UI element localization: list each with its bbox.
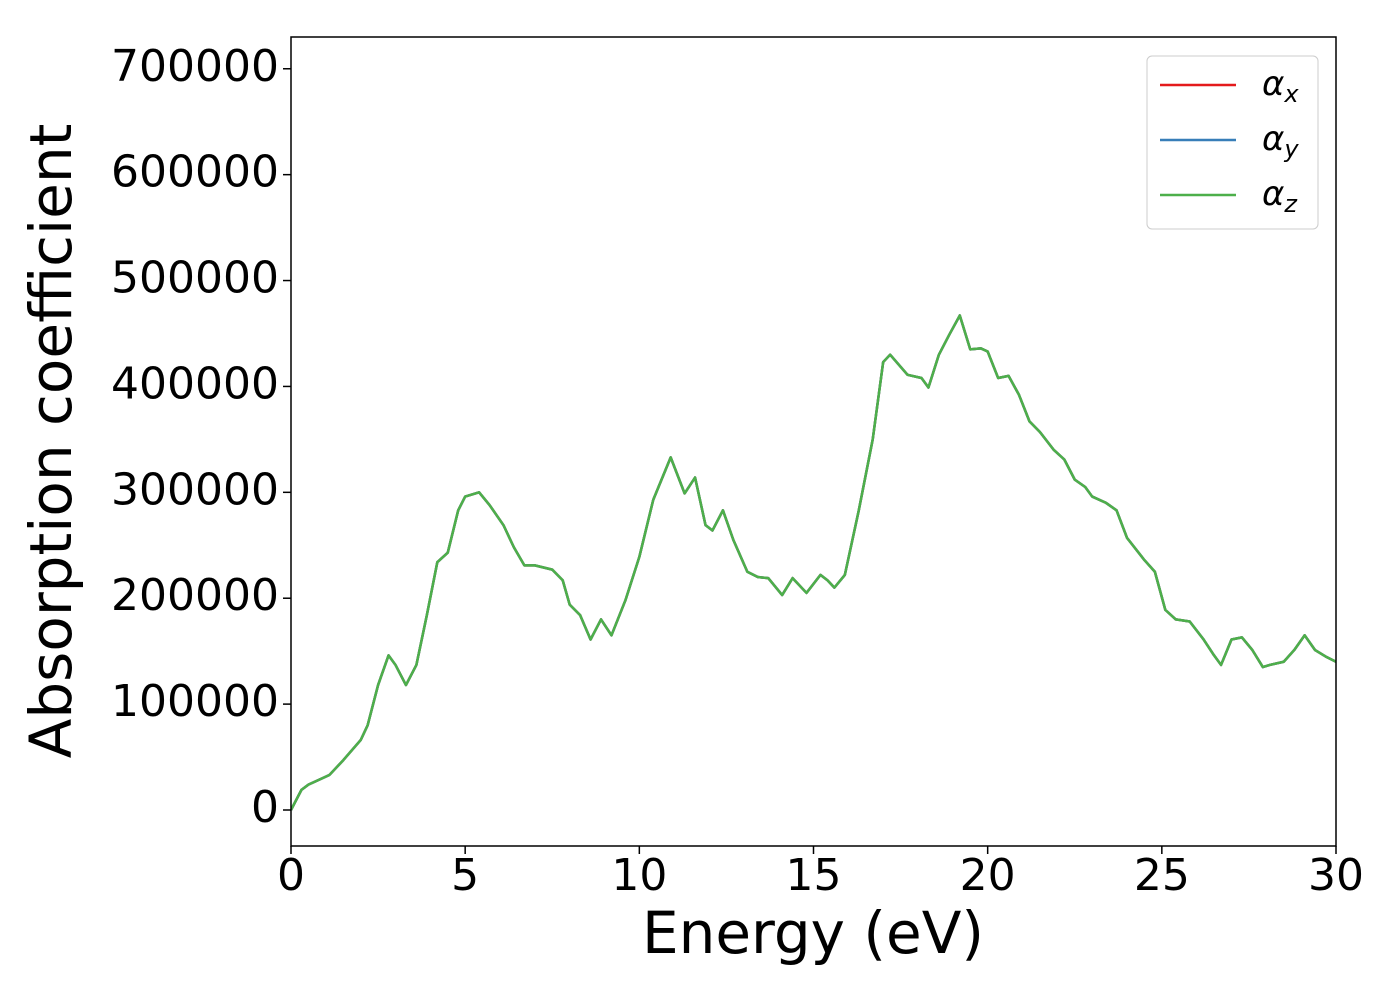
y-tick-label: 500000 xyxy=(111,253,279,304)
x-tick-label: 30 xyxy=(1308,850,1364,901)
y-tick-label: 300000 xyxy=(111,464,279,515)
data-line xyxy=(291,314,1336,811)
legend: αx αy αz xyxy=(1146,55,1319,230)
x-axis-label: Energy (eV) xyxy=(642,899,984,967)
legend-label: αx xyxy=(1262,64,1299,109)
legend-label: αz xyxy=(1262,174,1298,219)
x-tick-label: 5 xyxy=(451,850,479,901)
x-tick-label: 10 xyxy=(611,850,667,901)
x-tick-label: 20 xyxy=(960,850,1016,901)
y-tick-label: 600000 xyxy=(111,147,279,198)
legend-label: αy xyxy=(1262,119,1299,164)
x-tick-label: 0 xyxy=(277,850,305,901)
data-line xyxy=(291,314,1336,811)
plot-frame xyxy=(290,36,1337,847)
y-tick-label: 0 xyxy=(251,782,279,833)
y-tick-label: 400000 xyxy=(111,358,279,409)
x-tick-label: 25 xyxy=(1134,850,1190,901)
y-axis-label: Absorption coefficient xyxy=(17,124,85,759)
data-line xyxy=(291,314,1336,811)
x-tick-label: 15 xyxy=(786,850,842,901)
y-tick-label: 100000 xyxy=(111,676,279,727)
legend-box xyxy=(1146,55,1319,230)
y-tick-label: 700000 xyxy=(111,41,279,92)
y-tick-label: 200000 xyxy=(111,570,279,621)
